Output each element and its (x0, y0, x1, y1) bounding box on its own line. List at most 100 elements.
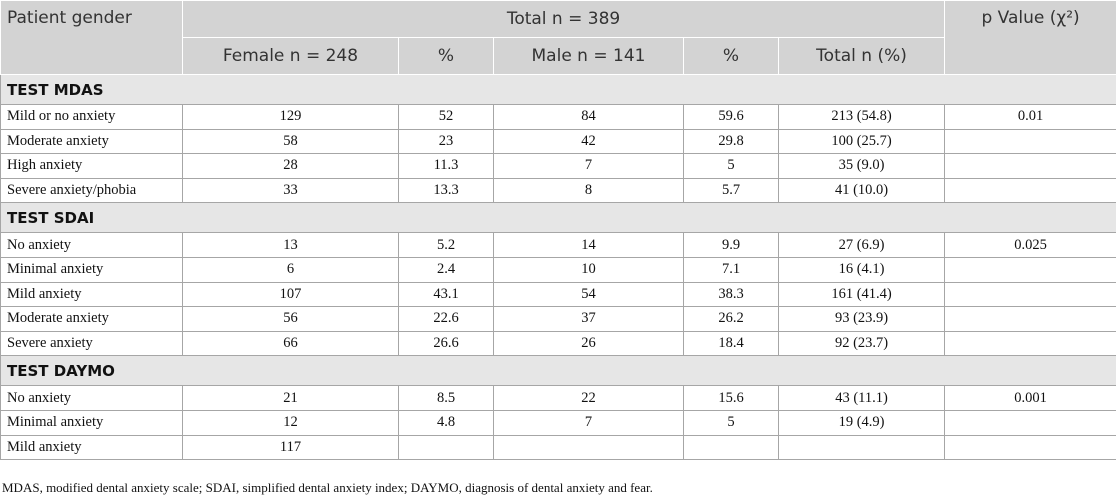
cell: 38.3 (683, 281, 779, 308)
data-row: No anxiety 13 5.2 14 9.9 27 (6.9) 0.025 (0, 232, 1116, 258)
data-row: Moderate anxiety 58 23 42 29.8 100 (25.7) (0, 128, 1116, 155)
cell: 84 (493, 104, 684, 130)
cell: Mild anxiety (0, 434, 183, 461)
cell: 93 (23.9) (777, 306, 946, 332)
cell: 117 (182, 434, 399, 461)
cell: 7 (493, 153, 684, 179)
cell: 7.1 (683, 256, 779, 283)
cell: 5.2 (398, 232, 494, 258)
empty-cell (683, 434, 779, 461)
cell: 8 (493, 177, 684, 204)
section-title: TEST MDAS (0, 74, 1116, 105)
table-body: TEST MDAS Mild or no anxiety 129 52 84 59.6 21… (0, 74, 1116, 461)
cell: 43.1 (398, 281, 494, 308)
cell: 52 (398, 104, 494, 130)
data-row: Mild or no anxiety 129 52 84 59.6 213 (54.8) 0… (0, 104, 1116, 130)
cell: 92 (23.7) (777, 330, 946, 357)
cell: 54 (493, 281, 684, 308)
cell: 27 (6.9) (777, 232, 946, 258)
empty-cell (398, 434, 494, 461)
empty-cell (944, 434, 1116, 461)
cell: 0.01 (944, 104, 1116, 130)
empty-cell (944, 330, 1116, 357)
cell: 6 (182, 256, 399, 283)
empty-cell (944, 256, 1116, 283)
cell: Severe anxiety/phobia (0, 177, 183, 204)
cell: 10 (493, 256, 684, 283)
cell: Minimal anxiety (0, 409, 183, 436)
cell: 5.7 (683, 177, 779, 204)
data-table: Patient gender Total n = 389 p Value (χ²… (0, 0, 1116, 461)
section-title: TEST SDAI (0, 202, 1116, 234)
cell: 11.3 (398, 153, 494, 179)
section-title: TEST DAYMO (0, 355, 1116, 387)
cell: No anxiety (0, 385, 183, 411)
empty-cell (777, 434, 946, 461)
cell: 15.6 (683, 385, 779, 411)
cell: 29.8 (683, 128, 779, 155)
data-row: Mild anxiety 107 43.1 54 38.3 161 (41.4) (0, 281, 1116, 308)
cell: No anxiety (0, 232, 183, 258)
cell: 42 (493, 128, 684, 155)
empty-cell (944, 177, 1116, 204)
cell: 5 (683, 153, 779, 179)
cell: 37 (493, 306, 684, 332)
header-cell: Total n = 389 (181, 0, 946, 38)
cell: 0.025 (944, 232, 1116, 258)
cell: Minimal anxiety (0, 256, 183, 283)
cell: 9.9 (683, 232, 779, 258)
section-row: TEST MDAS (0, 74, 1116, 105)
cell: 107 (182, 281, 399, 308)
cell: 26.6 (398, 330, 494, 357)
empty-cell (493, 434, 684, 461)
header-cell: p Value (χ²) (944, 0, 1116, 75)
cell: 7 (493, 409, 684, 436)
cell: Moderate anxiety (0, 128, 183, 155)
data-row: Severe anxiety/phobia 33 13.3 8 5.7 41 (10.0) (0, 177, 1116, 204)
cell: 100 (25.7) (777, 128, 946, 155)
footnote: MDAS, modified dental anxiety scale; SDA… (2, 480, 653, 495)
cell: 18.4 (683, 330, 779, 357)
data-row: Minimal anxiety 6 2.4 10 7.1 16 (4.1) (0, 256, 1116, 283)
data-row: Minimal anxiety 12 4.8 7 5 19 (4.9) (0, 409, 1116, 436)
header-cell: Female n = 248 (182, 37, 399, 75)
cell: 28 (182, 153, 399, 179)
cell: 66 (182, 330, 399, 357)
cell: 0.001 (944, 385, 1116, 411)
cell: 35 (9.0) (777, 153, 946, 179)
header-cell: Patient gender (0, 0, 183, 75)
cell: 16 (4.1) (777, 256, 946, 283)
header-row: Patient gender Total n = 389 p Value (χ²… (0, 0, 1116, 75)
header-cell: Total n (%) (777, 37, 946, 75)
cell: 12 (182, 409, 399, 436)
data-row: Severe anxiety 66 26.6 26 18.4 92 (23.7) (0, 330, 1116, 357)
cell: 56 (182, 306, 399, 332)
cell: Severe anxiety (0, 330, 183, 357)
cell: 13.3 (398, 177, 494, 204)
empty-cell (944, 153, 1116, 179)
cell: 13 (182, 232, 399, 258)
header-cell: % (683, 37, 779, 75)
data-row: No anxiety 21 8.5 22 15.6 43 (11.1) 0.001 (0, 385, 1116, 411)
cell: 14 (493, 232, 684, 258)
cell: 59.6 (683, 104, 779, 130)
section-row: TEST SDAI (0, 202, 1116, 234)
cell: 21 (182, 385, 399, 411)
cell: 58 (182, 128, 399, 155)
cell: 2.4 (398, 256, 494, 283)
empty-cell (944, 409, 1116, 436)
cell: 22.6 (398, 306, 494, 332)
data-row: Moderate anxiety 56 22.6 37 26.2 93 (23.9) (0, 306, 1116, 332)
header-cell: Male n = 141 (493, 37, 684, 75)
cell: Mild or no anxiety (0, 104, 183, 130)
cell: High anxiety (0, 153, 183, 179)
empty-cell (944, 128, 1116, 155)
cell: 129 (182, 104, 399, 130)
cell: 26.2 (683, 306, 779, 332)
cell: 8.5 (398, 385, 494, 411)
cell: 161 (41.4) (777, 281, 946, 308)
empty-cell (944, 281, 1116, 308)
empty-cell (944, 306, 1116, 332)
header-cell: % (398, 37, 494, 75)
